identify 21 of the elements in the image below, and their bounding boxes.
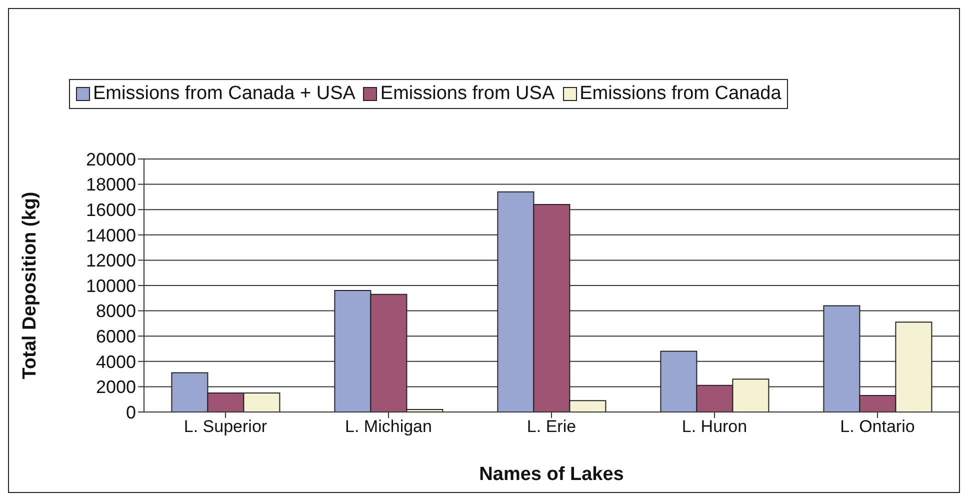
y-tick-label: 14000 xyxy=(86,225,136,246)
x-tick-label: L. Huron xyxy=(682,417,748,436)
x-axis-title: Names of Lakes xyxy=(479,464,624,485)
y-tick-label: 10000 xyxy=(86,276,136,296)
y-axis-title: Total Deposition (kg) xyxy=(20,192,41,380)
y-tick-label: 16000 xyxy=(86,200,136,220)
y-tick-label: 8000 xyxy=(96,301,136,322)
y-tick-label: 0 xyxy=(126,402,136,422)
x-tick-label: L. Michigan xyxy=(345,417,432,436)
y-tick-label: 6000 xyxy=(96,326,136,346)
x-tick-label: L. Erie xyxy=(526,417,576,436)
y-tick-label: 18000 xyxy=(86,174,136,195)
legend-label: Emissions from USA xyxy=(380,83,555,105)
legend-label: Emissions from Canada + USA xyxy=(93,83,356,105)
y-tick-label: 4000 xyxy=(96,352,136,372)
legend-label: Emissions from Canada xyxy=(580,83,782,105)
x-tick-label: L. Superior xyxy=(184,417,268,436)
y-tick-label: 20000 xyxy=(86,149,136,170)
y-tick-label: 2000 xyxy=(96,377,136,398)
x-tick-label: L. Ontario xyxy=(840,417,915,436)
y-tick-label: 12000 xyxy=(86,250,136,271)
